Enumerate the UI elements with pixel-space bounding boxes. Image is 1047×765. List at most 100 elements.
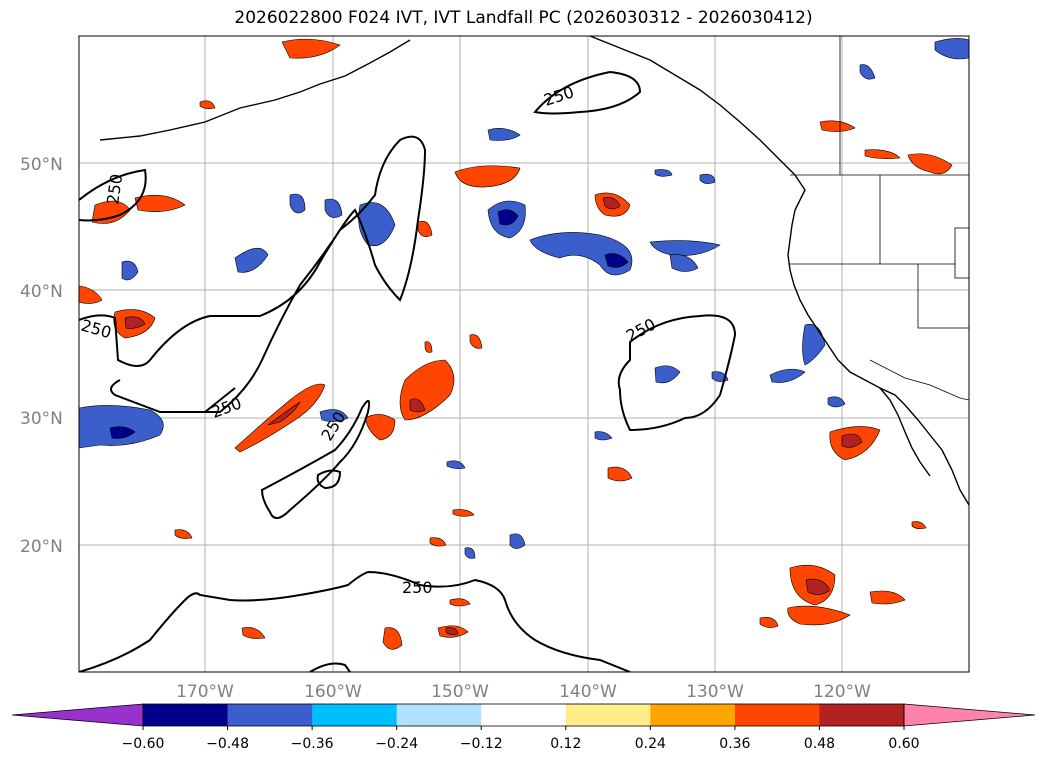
colorbar-tick-label: 0.36 — [719, 736, 750, 752]
colorbar-segment — [143, 704, 229, 726]
pos-cell-52n-east — [819, 120, 856, 132]
pos-cell-22n-east — [911, 521, 927, 529]
neg-cell-44n-b — [234, 247, 269, 273]
pos-core-28n-east — [841, 433, 863, 448]
neg-cell-43n-east — [649, 240, 721, 256]
neg-cell-56n — [859, 64, 876, 80]
pos-cell-21n-west — [174, 529, 193, 539]
contour-label-nw: 250 — [103, 173, 126, 206]
us-mexico-border — [869, 359, 969, 401]
contour-small-oval — [316, 469, 342, 490]
neg-cell-43n-east-b — [669, 254, 699, 272]
map-area[interactable] — [79, 36, 969, 672]
neg-cell-47n-a — [289, 193, 306, 214]
colorbar-segment — [227, 704, 313, 726]
contour-plume-inner — [204, 387, 236, 413]
lat-label-30n: 30°N — [20, 409, 63, 429]
neg-cell-50n-east — [654, 169, 673, 177]
pos-cell-49n-center — [454, 165, 521, 188]
pos-cell-13n-east — [759, 617, 779, 628]
contour-south-band — [79, 570, 631, 672]
pos-core-12n-b — [445, 627, 459, 635]
pos-cell-35n-a — [424, 341, 433, 353]
colorbar-outline — [142, 703, 905, 727]
neg-cell-21n — [509, 533, 526, 549]
neg-cell-26n — [446, 460, 466, 469]
neg-band-42n-core — [604, 253, 629, 268]
contour-south-small — [309, 662, 351, 672]
gridlines — [79, 36, 969, 672]
neg-cell-47n-b — [324, 198, 343, 218]
colorbar-segment — [565, 704, 651, 726]
lon-label-160w: 160°W — [304, 682, 362, 702]
pos-cell-15n-c — [449, 598, 471, 607]
pos-cell-12n-c — [241, 627, 266, 639]
colorbar-segment — [312, 704, 398, 726]
pos-band-30n-a-core — [267, 401, 301, 426]
neg-cell-20n — [464, 547, 476, 559]
pos-cell-15n-ne — [869, 590, 906, 605]
pos-core-32n — [409, 398, 426, 413]
contour-label-south: 250 — [402, 578, 433, 597]
colorbar-tick-label: −0.12 — [460, 736, 503, 752]
pos-cell-14n-east — [787, 605, 851, 626]
colorbar-tick-label: 0.24 — [635, 736, 666, 752]
colorbar-tick-label: −0.48 — [206, 736, 249, 752]
neg-cell-30n-ne — [827, 396, 846, 408]
colorbar-segment — [819, 704, 905, 726]
neg-core-west — [109, 426, 136, 439]
pos-core-37n — [124, 316, 146, 329]
pos-cell-50n-east-b — [864, 149, 901, 159]
political-borders — [790, 36, 969, 401]
lon-label-150w: 150°W — [431, 682, 489, 702]
contour-mid-loop — [617, 314, 737, 432]
colorbar: −0.60 −0.48 −0.36 −0.24 −0.12 0.12 0.24 0.36 0.4… — [11, 703, 1036, 752]
pos-cell-west-40n — [79, 285, 103, 304]
neg-core-47n-c — [497, 209, 519, 226]
pos-cell-50n-east — [907, 153, 953, 175]
colorbar-segment — [481, 704, 567, 726]
colorbar-tick-label: −0.24 — [375, 736, 418, 752]
colorbar-tick-label: −0.36 — [291, 736, 334, 752]
neg-cell-44n-a — [121, 260, 139, 281]
neg-cell-52n — [487, 128, 521, 141]
neg-cell-48n-c — [699, 174, 716, 184]
pos-cell-55n — [199, 100, 216, 109]
colorbar-extend-high — [903, 703, 1036, 727]
pos-core-16n-east — [805, 578, 831, 595]
neg-cell-45n-center — [358, 202, 396, 247]
neg-cell-29n-mid — [594, 431, 613, 441]
pos-core-47n-d — [602, 197, 621, 210]
aleutian-islands — [99, 39, 411, 141]
pos-cell-48n-b — [134, 194, 186, 212]
baja-california — [879, 387, 931, 477]
colorbar-segment — [650, 704, 736, 726]
neg-cell-ca-coast-b — [769, 368, 806, 383]
contour-n-loop — [533, 70, 642, 115]
colorbar-extend-low — [11, 703, 144, 727]
ivt-anomaly-fields — [79, 38, 969, 650]
map-frame — [78, 35, 970, 673]
lon-label-120w: 120°W — [813, 682, 871, 702]
pos-cell-23n — [452, 509, 475, 517]
pos-cell-29n — [364, 414, 396, 441]
longitude-labels: 170°W 160°W 150°W 140°W 130°W 120°W — [176, 682, 871, 702]
lon-label-170w: 170°W — [176, 682, 234, 702]
neg-band-42n — [529, 232, 633, 276]
pos-cell-22n — [429, 537, 447, 547]
colorbar-segment — [396, 704, 482, 726]
ivt-250-contours — [79, 70, 737, 672]
contour-nw-loop — [79, 168, 147, 222]
colorbar-tick-label: 0.12 — [550, 736, 581, 752]
contour-main-plume — [79, 135, 427, 413]
pos-cell-59n — [281, 38, 341, 59]
pos-cell-12n-a — [382, 627, 403, 650]
pos-cell-44n — [417, 221, 433, 237]
colorbar-tick-label: 0.48 — [804, 736, 835, 752]
colorbar-tick-label: 0.60 — [888, 736, 919, 752]
neg-cell-30n-center — [319, 409, 349, 422]
latitude-labels: 50°N 40°N 30°N 20°N — [20, 155, 63, 557]
lat-label-20n: 20°N — [20, 537, 63, 557]
neg-cell-ca-coast — [802, 323, 826, 366]
